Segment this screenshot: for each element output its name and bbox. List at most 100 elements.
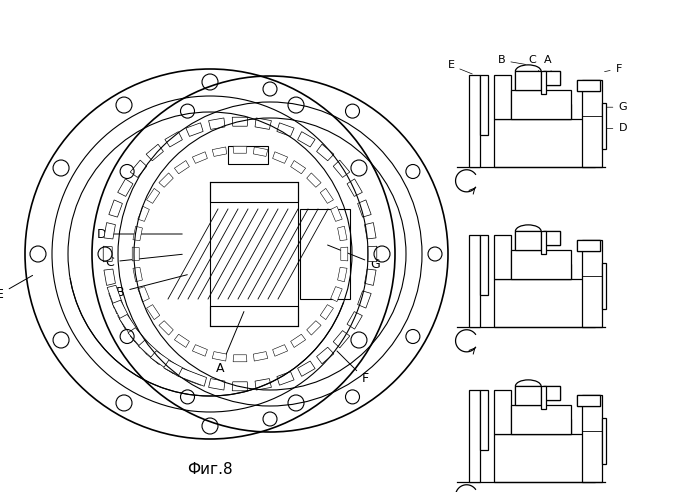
Polygon shape [320, 305, 333, 320]
Bar [602, 418, 605, 463]
Bar [300, 209, 350, 299]
Bar [469, 390, 480, 482]
Polygon shape [192, 152, 208, 163]
Polygon shape [232, 117, 247, 126]
Polygon shape [347, 179, 362, 196]
Polygon shape [273, 152, 287, 163]
Bar [582, 80, 602, 167]
Bar [541, 71, 546, 94]
Polygon shape [107, 285, 125, 314]
Polygon shape [174, 334, 189, 347]
Polygon shape [147, 188, 160, 203]
Polygon shape [232, 382, 247, 391]
Text: C: C [528, 55, 542, 76]
Bar [494, 75, 511, 119]
Polygon shape [150, 351, 178, 373]
Polygon shape [277, 123, 294, 136]
Bar [577, 80, 600, 91]
Bar [511, 405, 570, 434]
Text: G: G [607, 102, 627, 112]
Polygon shape [317, 347, 334, 364]
Polygon shape [341, 247, 348, 261]
Bar [515, 231, 541, 250]
Polygon shape [138, 287, 150, 302]
Bar [541, 386, 546, 409]
Text: F: F [337, 351, 368, 386]
Polygon shape [133, 226, 143, 241]
Polygon shape [291, 334, 305, 347]
Polygon shape [192, 345, 208, 356]
Polygon shape [347, 311, 362, 329]
Bar [577, 395, 600, 405]
Polygon shape [365, 269, 376, 285]
Text: E: E [447, 61, 473, 74]
Polygon shape [113, 300, 133, 328]
Text: F: F [605, 63, 622, 74]
Bar [541, 231, 546, 254]
Text: Фиг.8: Фиг.8 [187, 462, 233, 478]
Bar [494, 235, 511, 279]
Polygon shape [138, 340, 164, 365]
Polygon shape [255, 118, 271, 129]
Bar [511, 420, 570, 434]
Bar [543, 231, 559, 245]
Text: C: C [106, 254, 182, 269]
Bar [494, 119, 596, 167]
Polygon shape [159, 321, 173, 335]
Bar [210, 306, 298, 326]
Polygon shape [186, 123, 203, 136]
Bar [577, 80, 600, 91]
Polygon shape [365, 222, 376, 239]
Polygon shape [120, 314, 142, 342]
Bar [494, 390, 511, 434]
Bar [543, 231, 559, 245]
Polygon shape [273, 345, 287, 356]
Polygon shape [317, 144, 334, 161]
Bar [515, 231, 541, 250]
Bar [582, 395, 602, 482]
Polygon shape [233, 146, 247, 153]
Polygon shape [104, 222, 115, 239]
Polygon shape [178, 368, 206, 386]
Polygon shape [174, 160, 189, 174]
Bar [480, 235, 488, 295]
Bar [494, 279, 596, 327]
Polygon shape [109, 291, 122, 308]
Polygon shape [212, 147, 226, 156]
Polygon shape [132, 247, 139, 261]
Polygon shape [212, 352, 226, 361]
Polygon shape [298, 361, 315, 376]
Bar [577, 395, 600, 405]
Bar [210, 182, 298, 202]
Text: D: D [97, 227, 182, 241]
Text: E: E [0, 276, 33, 301]
Bar [511, 264, 570, 279]
Polygon shape [331, 287, 343, 302]
Bar [602, 263, 605, 308]
Polygon shape [130, 160, 147, 178]
Bar [515, 386, 541, 405]
Polygon shape [253, 352, 268, 361]
Text: B: B [116, 275, 187, 299]
Bar [480, 75, 488, 135]
Bar [511, 104, 570, 119]
Bar [515, 71, 541, 90]
Polygon shape [165, 361, 182, 376]
Bar [511, 90, 570, 119]
Text: A: A [544, 55, 552, 71]
Text: B: B [498, 55, 526, 65]
Text: D: D [607, 123, 627, 133]
Bar [494, 434, 596, 482]
Polygon shape [165, 132, 182, 147]
Polygon shape [208, 378, 225, 390]
Polygon shape [147, 305, 160, 320]
Polygon shape [333, 160, 350, 178]
Polygon shape [146, 347, 164, 364]
Polygon shape [109, 200, 122, 217]
Text: G: G [328, 245, 380, 271]
Bar [543, 386, 559, 400]
Polygon shape [255, 378, 271, 390]
Text: A: A [216, 311, 244, 375]
Polygon shape [320, 188, 333, 203]
Polygon shape [103, 246, 113, 262]
